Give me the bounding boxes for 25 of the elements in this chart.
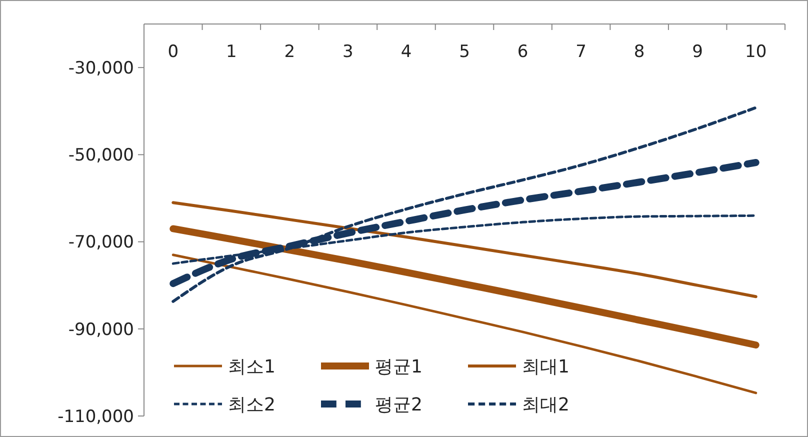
x-tick-label: 5 xyxy=(459,42,470,62)
y-tick-label: -30,000 xyxy=(68,58,134,79)
legend-label: 평균1 xyxy=(375,356,422,378)
x-tick-label: 3 xyxy=(342,42,354,62)
y-tick-label: -90,000 xyxy=(68,320,134,340)
y-tick-label: -110,000 xyxy=(58,406,134,427)
legend-label: 최대1 xyxy=(522,356,570,378)
x-tick-label: 7 xyxy=(576,42,586,62)
legend-label: 최소2 xyxy=(228,394,276,416)
x-tick-label: 1 xyxy=(226,42,237,62)
y-tick-label: -50,000 xyxy=(68,146,134,166)
x-tick-label: 9 xyxy=(692,42,704,62)
legend-label: 평균2 xyxy=(375,394,422,416)
x-tick-label: 2 xyxy=(284,42,296,62)
x-tick-label: 8 xyxy=(634,42,645,62)
legend-label: 최소1 xyxy=(228,356,276,378)
y-tick-label: -70,000 xyxy=(68,232,134,253)
legend-label: 최대2 xyxy=(522,394,570,416)
line-series xyxy=(172,106,758,303)
x-tick-label: 10 xyxy=(745,42,767,62)
line-series xyxy=(172,254,758,394)
line-series xyxy=(172,201,758,298)
x-tick-label: 6 xyxy=(517,42,528,62)
x-tick-label: 0 xyxy=(168,42,179,62)
x-tick-label: 4 xyxy=(400,42,412,62)
